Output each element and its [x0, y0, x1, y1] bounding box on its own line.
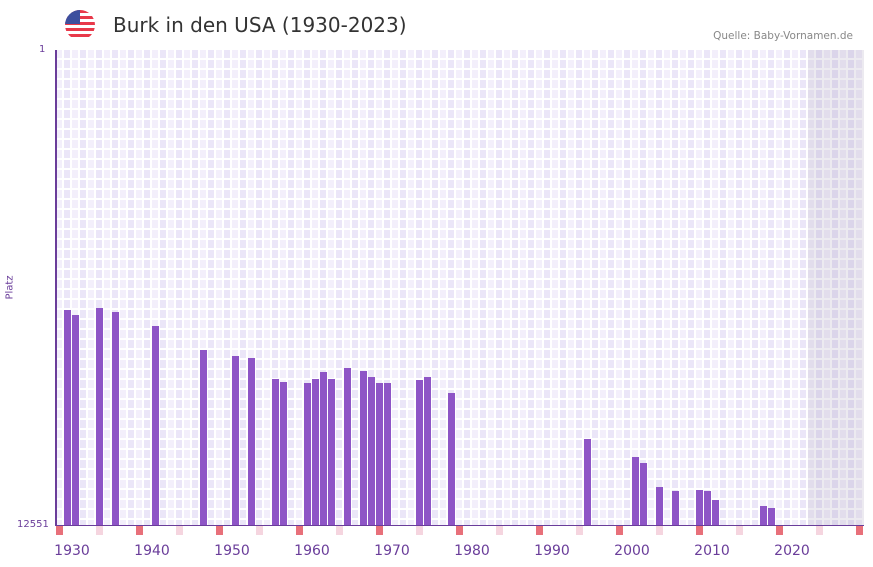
y-axis-title: Platz: [4, 275, 16, 300]
decade-marker: [616, 526, 623, 535]
bar-1956[interactable]: [272, 378, 279, 525]
bar-1957[interactable]: [280, 381, 287, 525]
decade-marker: [856, 526, 863, 535]
x-tick-label: 2010: [694, 543, 730, 559]
bar-2001[interactable]: [632, 456, 639, 525]
x-tick-label: 1980: [454, 543, 490, 559]
decade-marker: [56, 526, 63, 535]
bar-1961[interactable]: [312, 378, 319, 525]
bar-1969[interactable]: [376, 382, 383, 525]
bar-1953[interactable]: [248, 357, 255, 525]
bar-2010[interactable]: [704, 490, 711, 525]
bar-1970[interactable]: [384, 382, 391, 525]
decade-marker: [696, 526, 703, 535]
half-decade-marker: [336, 526, 343, 535]
half-decade-marker: [496, 526, 503, 535]
half-decade-marker: [256, 526, 263, 535]
bar-1936[interactable]: [112, 311, 119, 525]
incomplete-years-shade: [808, 50, 864, 525]
source-link[interactable]: Quelle: Baby-Vornamen.de: [713, 30, 853, 42]
bar-1934[interactable]: [96, 307, 103, 525]
half-decade-marker: [96, 526, 103, 535]
bar-1951[interactable]: [232, 355, 239, 525]
bar-1995[interactable]: [584, 438, 591, 525]
x-tick-label: 1970: [374, 543, 410, 559]
bar-1947[interactable]: [200, 349, 207, 525]
bar-2017[interactable]: [760, 505, 767, 525]
bar-1967[interactable]: [360, 370, 367, 525]
half-decade-marker: [576, 526, 583, 535]
x-tick-label: 1940: [134, 543, 170, 559]
bar-1974[interactable]: [416, 379, 423, 525]
bar-2009[interactable]: [696, 489, 703, 525]
bar-1960[interactable]: [304, 382, 311, 525]
bar-1965[interactable]: [344, 367, 351, 525]
half-decade-marker: [176, 526, 183, 535]
half-decade-marker: [736, 526, 743, 535]
bar-1963[interactable]: [328, 378, 335, 525]
x-tick-label: 1990: [534, 543, 570, 559]
decade-marker: [136, 526, 143, 535]
decade-marker: [456, 526, 463, 535]
x-axis: [55, 524, 864, 526]
half-decade-marker: [816, 526, 823, 535]
y-tick-bottom: 12551: [17, 519, 49, 530]
bar-2011[interactable]: [712, 499, 719, 525]
bar-2002[interactable]: [640, 462, 647, 525]
x-tick-label: 1960: [294, 543, 330, 559]
decade-marker: [296, 526, 303, 535]
half-decade-marker: [656, 526, 663, 535]
bar-2018[interactable]: [768, 507, 775, 525]
chart-title: Burk in den USA (1930-2023): [113, 13, 407, 37]
bar-1975[interactable]: [424, 376, 431, 525]
y-tick-top: 1: [39, 44, 46, 55]
x-tick-label: 2020: [774, 543, 810, 559]
bar-2006[interactable]: [672, 490, 679, 525]
decade-marker: [216, 526, 223, 535]
bar-2004[interactable]: [656, 486, 663, 525]
plot-area: [56, 50, 864, 525]
decade-marker: [376, 526, 383, 535]
bar-1941[interactable]: [152, 325, 159, 525]
bar-1978[interactable]: [448, 392, 455, 525]
y-axis: [55, 50, 57, 526]
x-tick-label: 1950: [214, 543, 250, 559]
half-decade-marker: [416, 526, 423, 535]
x-tick-label: 2000: [614, 543, 650, 559]
bar-1931[interactable]: [72, 314, 79, 525]
decade-marker: [776, 526, 783, 535]
bar-1930[interactable]: [64, 309, 71, 525]
x-tick-label: 1930: [54, 543, 90, 559]
us-flag-icon: [65, 10, 95, 40]
bar-1968[interactable]: [368, 376, 375, 525]
bar-1962[interactable]: [320, 371, 327, 525]
decade-marker: [536, 526, 543, 535]
